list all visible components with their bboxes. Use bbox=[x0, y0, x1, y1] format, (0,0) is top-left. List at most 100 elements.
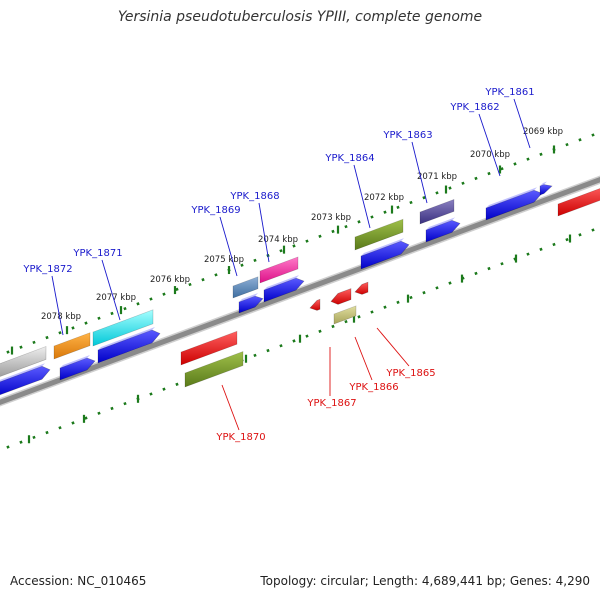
gene-features bbox=[0, 181, 600, 396]
minor-tick bbox=[565, 237, 569, 242]
minor-tick bbox=[461, 181, 465, 185]
minor-tick bbox=[175, 382, 179, 386]
label-leader bbox=[101, 259, 121, 321]
label-leader bbox=[353, 164, 371, 229]
minor-tick bbox=[214, 273, 218, 277]
minor-tick bbox=[396, 205, 400, 210]
minor-tick bbox=[448, 281, 452, 285]
gene-label-forward: YPK_1864 bbox=[324, 153, 374, 164]
gene-block-ypk-1863 bbox=[419, 195, 457, 225]
gene-label-forward: YPK_1863 bbox=[382, 130, 432, 141]
minor-tick bbox=[149, 392, 153, 396]
minor-tick bbox=[578, 233, 582, 237]
forward-arrow bbox=[97, 326, 161, 364]
gene-label-reverse: YPK_1866 bbox=[348, 382, 398, 393]
forward-arrow bbox=[59, 354, 96, 381]
label-leader bbox=[221, 384, 240, 431]
minor-tick bbox=[370, 215, 374, 219]
minor-tick bbox=[591, 133, 595, 137]
gene-block-ypk-1867 bbox=[309, 298, 321, 311]
gene-block-ypk-1864 bbox=[354, 215, 406, 251]
minor-tick bbox=[448, 186, 452, 190]
minor-tick bbox=[539, 247, 543, 251]
minor-tick bbox=[253, 258, 257, 263]
gene-block-red bbox=[180, 327, 240, 366]
minor-tick bbox=[110, 311, 114, 316]
map-title: Yersinia pseudotuberculosis YPIII, compl… bbox=[117, 9, 483, 25]
minor-tick bbox=[539, 152, 543, 156]
minor-tick bbox=[396, 300, 400, 305]
minor-tick bbox=[318, 329, 322, 333]
minor-tick bbox=[578, 138, 582, 142]
gene-block-ypk-1866 bbox=[330, 288, 352, 305]
minor-tick bbox=[383, 305, 387, 309]
label-leader bbox=[354, 336, 373, 381]
forward-arrow bbox=[238, 293, 264, 314]
minor-tick bbox=[32, 340, 36, 345]
topology-summary: Topology: circular; Length: 4,689,441 bp… bbox=[260, 574, 590, 588]
minor-tick bbox=[331, 324, 335, 329]
label-leader bbox=[51, 275, 64, 336]
gene-block-ypk-1870 bbox=[184, 347, 246, 388]
minor-tick bbox=[357, 220, 361, 224]
gene-block-red-right bbox=[557, 185, 600, 217]
minor-tick bbox=[474, 271, 478, 276]
minor-tick bbox=[318, 234, 322, 238]
gene-label-reverse: YPK_1870 bbox=[215, 432, 265, 443]
kbp-label: 2072 kbp bbox=[364, 193, 404, 203]
label-leader bbox=[513, 98, 531, 149]
minor-tick bbox=[370, 310, 374, 314]
gene-block-khaki bbox=[333, 301, 359, 325]
label-leader bbox=[478, 113, 501, 177]
minor-tick bbox=[6, 350, 10, 354]
forward-arrow bbox=[539, 181, 553, 196]
minor-tick bbox=[422, 196, 426, 200]
gene-label-forward: YPK_1861 bbox=[484, 87, 534, 98]
minor-tick bbox=[487, 171, 491, 176]
kbp-label: 2075 kbp bbox=[204, 255, 244, 265]
minor-tick bbox=[500, 262, 504, 266]
minor-tick bbox=[357, 315, 361, 319]
gene-block-ypk-1872 bbox=[53, 328, 93, 360]
gene-block-grey bbox=[0, 342, 49, 377]
minor-tick bbox=[240, 263, 244, 267]
minor-tick bbox=[71, 421, 75, 425]
minor-tick bbox=[279, 344, 283, 348]
minor-tick bbox=[344, 319, 348, 324]
minor-tick bbox=[435, 191, 439, 195]
gene-block-ypk-1865 bbox=[354, 281, 369, 295]
gene-label-forward: YPK_1872 bbox=[22, 264, 72, 275]
gene-label-forward: YPK_1868 bbox=[229, 191, 279, 202]
minor-tick bbox=[292, 244, 296, 248]
minor-tick bbox=[19, 345, 23, 349]
minor-tick bbox=[279, 249, 283, 253]
kbp-label: 2073 kbp bbox=[311, 213, 351, 223]
minor-tick bbox=[19, 440, 23, 444]
minor-tick bbox=[500, 167, 504, 171]
minor-tick bbox=[188, 282, 192, 287]
tick-row-forward bbox=[6, 133, 595, 355]
forward-arrow bbox=[0, 363, 51, 396]
kbp-label: 2074 kbp bbox=[258, 235, 298, 245]
gene-label-forward: YPK_1871 bbox=[72, 248, 122, 259]
gene-block-ypk-1869 bbox=[232, 272, 261, 299]
minor-tick bbox=[201, 278, 205, 282]
minor-tick bbox=[123, 306, 127, 311]
gene-block-ypk-1868 bbox=[259, 252, 301, 284]
minor-tick bbox=[162, 387, 166, 391]
minor-tick bbox=[526, 252, 530, 256]
minor-tick bbox=[565, 142, 569, 147]
minor-tick bbox=[149, 297, 153, 301]
minor-tick bbox=[344, 224, 348, 229]
label-leader bbox=[258, 202, 270, 263]
minor-tick bbox=[383, 210, 387, 214]
minor-tick bbox=[487, 266, 491, 271]
minor-tick bbox=[253, 353, 257, 358]
minor-tick bbox=[6, 445, 10, 449]
minor-tick bbox=[513, 162, 517, 166]
minor-tick bbox=[552, 242, 556, 247]
forward-arrow bbox=[263, 275, 305, 303]
label-leader bbox=[411, 141, 428, 204]
